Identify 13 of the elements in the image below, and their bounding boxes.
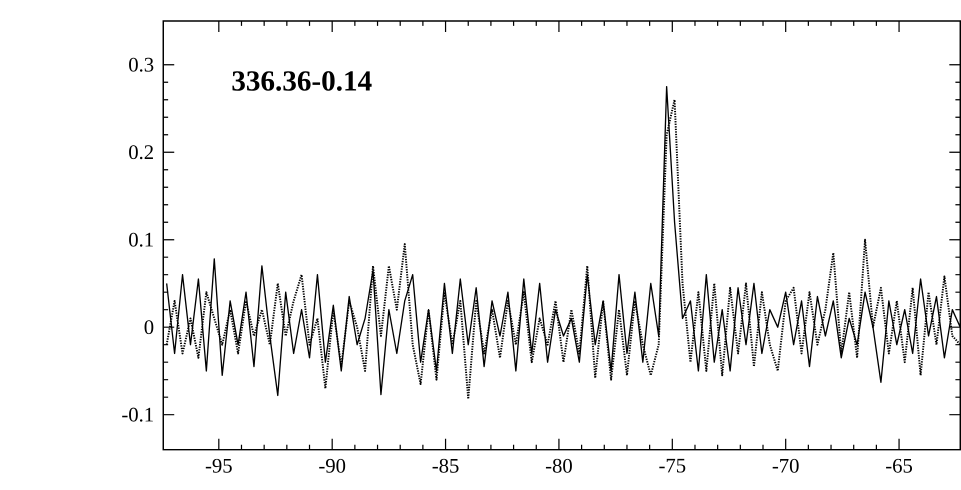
x-tick-label: -80 [546,458,572,473]
x-tick-label: -95 [206,458,232,473]
y-tick-label: 0.3 [129,58,154,72]
y-tick-label: 0 [144,320,154,334]
x-tick-label: -65 [886,458,912,473]
y-tick-label: -0.1 [122,408,153,422]
x-tick-label: -70 [772,458,799,473]
x-tick-label: -75 [659,458,686,473]
annotation: 336.36-0.14 [232,71,372,91]
y-tick-label: 0.1 [129,232,153,247]
y-tick-label: 0.2 [129,145,153,160]
x-tick-label: -85 [432,458,459,473]
x-tick-label: -90 [319,458,346,473]
